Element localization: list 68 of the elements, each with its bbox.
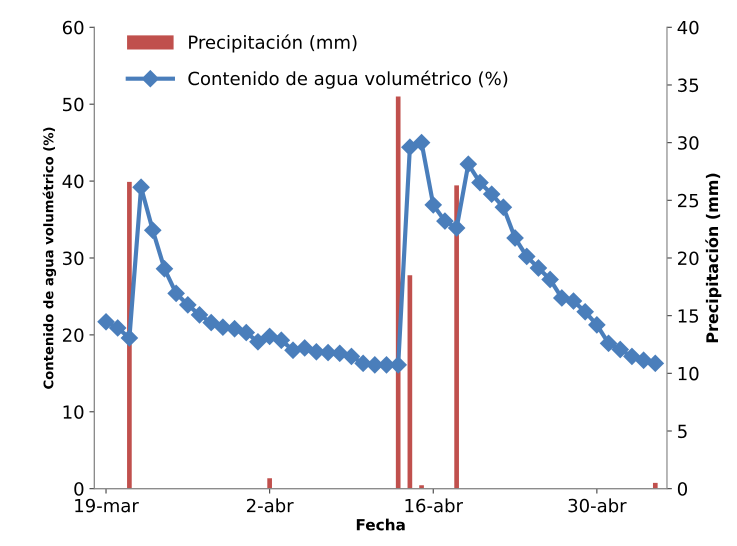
point — [542, 270, 559, 288]
point — [483, 186, 500, 203]
y2-tick-label: 30 — [678, 136, 698, 150]
x-tick-label: 30-abr — [568, 498, 627, 512]
point — [530, 259, 547, 277]
legend-label: Contenido de agua volumétrico (%) — [188, 70, 508, 89]
point — [272, 332, 290, 349]
point — [413, 134, 430, 152]
point — [238, 324, 255, 342]
point — [494, 198, 512, 216]
y-tick-label: 50 — [63, 98, 84, 112]
y2-tick-label: 5 — [678, 424, 687, 438]
point — [354, 354, 372, 372]
point — [109, 319, 126, 337]
point — [284, 342, 302, 359]
point — [588, 316, 606, 334]
point — [471, 174, 489, 192]
y2-tick-label: 35 — [678, 78, 698, 92]
x-tick-label: 16-abr — [406, 498, 463, 512]
x-tick-label: 2-abr — [246, 498, 294, 512]
point — [635, 352, 652, 369]
y2-tick-label: 25 — [678, 194, 698, 208]
point — [179, 296, 196, 314]
point — [156, 260, 174, 278]
y2-tick-label: 10 — [678, 366, 698, 380]
legend-label: Precipitación (mm) — [189, 34, 356, 53]
point — [460, 156, 477, 173]
y-tick-label: 0 — [74, 482, 84, 496]
point — [448, 219, 466, 237]
x-axis-title: Fecha — [356, 518, 405, 530]
bar — [419, 485, 424, 489]
point — [296, 339, 314, 357]
point — [600, 334, 618, 352]
point — [646, 354, 664, 372]
point — [623, 348, 640, 365]
point — [226, 320, 244, 338]
point — [564, 292, 582, 310]
point — [612, 340, 629, 358]
point — [401, 138, 418, 156]
point — [518, 248, 536, 265]
y2-tick-label: 40 — [678, 20, 698, 34]
point — [424, 196, 442, 214]
y-tick-label: 20 — [62, 328, 84, 342]
point — [436, 212, 454, 230]
point — [168, 284, 185, 302]
y-tick-label: 40 — [62, 174, 84, 188]
point — [97, 313, 115, 330]
point — [506, 229, 524, 247]
y-axis-title: Contenido de agua volumétrico (%) — [42, 128, 56, 389]
point — [202, 314, 220, 332]
y-tick-label: 60 — [62, 20, 84, 34]
point — [190, 306, 208, 324]
y-tick-label: 10 — [64, 405, 84, 419]
point — [342, 348, 360, 365]
point — [214, 318, 232, 336]
y2-tick-label: 0 — [678, 482, 687, 496]
y2-tick-label: 15 — [678, 309, 698, 323]
x-tick-label: 19-mar — [75, 498, 139, 512]
y2-axis-title: Precipitación (mm) — [705, 174, 722, 342]
point — [553, 289, 570, 307]
bar — [408, 275, 412, 489]
y-tick-label: 30 — [63, 251, 84, 266]
point — [261, 328, 278, 345]
point — [120, 329, 138, 347]
point — [249, 333, 266, 350]
point — [576, 303, 594, 320]
y2-tick-label: 20 — [678, 251, 698, 266]
point — [144, 222, 162, 239]
